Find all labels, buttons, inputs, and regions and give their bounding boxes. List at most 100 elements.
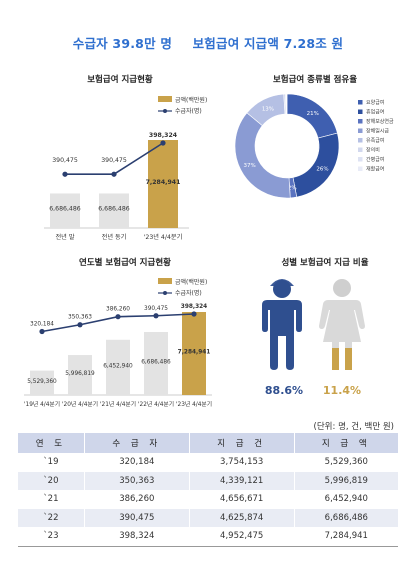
line-point — [115, 314, 121, 320]
legend-label: 장의비 — [366, 147, 380, 154]
legend-label: 장해일시금 — [366, 128, 389, 135]
table-row: `23 398,324 4,952,475 7,284,941 — [18, 527, 398, 547]
bar — [50, 193, 80, 228]
cell-recipients: 350,363 — [83, 471, 190, 490]
legend-label: 장해보상연금 — [366, 118, 394, 125]
header-year: 연 도 — [18, 433, 85, 453]
chart1-title: 보험급여 지급현황 — [87, 75, 153, 85]
cell-recipients: 320,184 — [83, 453, 190, 472]
cell-cases: 3,754,153 — [188, 453, 295, 472]
legend-count-label: 수급자(명) — [175, 107, 202, 115]
cell-recipients: 390,475 — [83, 508, 190, 527]
table-row: `20 350,363 4,339,121 5,996,819 — [18, 471, 398, 490]
cell-amount: 6,452,940 — [293, 490, 398, 509]
line-point — [153, 313, 159, 319]
bar-value-label: 6,686,486 — [98, 206, 130, 213]
legend-swatch — [358, 128, 363, 133]
bar-value-label: 5,996,819 — [65, 371, 95, 377]
line-value-label: 398,324 — [149, 132, 178, 139]
legend-amount-label: 금액(백만원) — [175, 96, 207, 104]
legend-label: 유족급여 — [366, 137, 384, 144]
donut-slice — [286, 93, 288, 115]
chart-yearly-payment: 금액(백만원) 수급자(명) 5,529,360 '19년 4/4분기 5,996,81… — [24, 278, 212, 408]
table-unit: (단위: 명, 건, 백만 원) — [313, 422, 394, 432]
cell-cases: 4,656,671 — [188, 490, 295, 509]
x-tick-label: '23년 4/4분기 — [144, 233, 183, 241]
cell-cases: 4,952,475 — [188, 527, 295, 547]
chart3-title: 연도별 보험급여 지급현황 — [79, 258, 171, 268]
line-point — [160, 140, 166, 146]
legend-count-label: 수급자(명) — [175, 289, 202, 297]
cell-cases: 4,339,121 — [188, 471, 295, 490]
line-point — [62, 171, 68, 177]
x-tick-label: '21년 4/4분기 — [100, 400, 136, 408]
slice-label: 2% — [288, 186, 297, 192]
bar-value-label: 6,686,486 — [49, 206, 81, 213]
x-tick-label: '19년 4/4분기 — [24, 400, 60, 408]
cell-amount: 7,284,941 — [293, 527, 398, 547]
line-value-label: 398,324 — [181, 304, 207, 310]
gender-title: 성별 보험급여 지급 비율 — [281, 258, 369, 268]
cell-recipients: 386,260 — [83, 490, 190, 509]
legend-label: 간병급여 — [366, 156, 384, 163]
x-tick-label: 전년 동기 — [102, 233, 127, 241]
line-value-label: 320,184 — [30, 321, 54, 327]
slice-label: 21% — [307, 111, 319, 117]
table-row: `19 320,184 3,754,153 5,529,360 — [18, 453, 398, 472]
headline-recipients: 수급자 39.8만 명 — [72, 36, 173, 51]
headline-payment: 보험급여 지급액 7.28조 원 — [192, 36, 344, 51]
line-point — [111, 171, 117, 177]
table-row: `22 390,475 4,625,874 6,686,486 — [18, 508, 398, 527]
line-value-label: 350,363 — [68, 315, 92, 321]
legend-amount-label: 금액(백만원) — [175, 278, 207, 286]
donut-slice — [292, 132, 340, 198]
legend-swatch — [358, 109, 363, 114]
slice-label: 37% — [243, 163, 255, 169]
bar-value-label: 5,529,360 — [27, 379, 57, 385]
cell-recipients: 398,324 — [83, 527, 190, 547]
legend-count-marker — [163, 291, 167, 295]
bar — [68, 355, 92, 395]
bar — [106, 339, 130, 395]
x-tick-label: '22년 4/4분기 — [138, 400, 174, 408]
female-icon — [319, 279, 365, 370]
line-value-label: 390,475 — [101, 157, 127, 164]
headline: 수급자 39.8만 명 보험급여 지급액 7.28조 원 — [0, 33, 416, 52]
header-amount: 지 급 액 — [293, 433, 398, 453]
cell-year: `20 — [18, 471, 85, 490]
bar — [99, 193, 129, 228]
female-ratio: 11.4% — [322, 384, 362, 397]
cell-amount: 5,996,819 — [293, 471, 398, 490]
table-header-row: 연 도 수 급 자 지 급 건 지 급 액 — [18, 433, 398, 453]
line-value-label: 390,475 — [52, 157, 78, 164]
cell-year: `22 — [18, 508, 85, 527]
bar — [144, 331, 168, 395]
cell-cases: 4,625,874 — [188, 508, 295, 527]
line-value-label: 390,475 — [144, 306, 168, 312]
legend-amount-swatch — [158, 278, 172, 284]
legend-label: 휴업급여 — [366, 109, 384, 116]
legend-count-marker — [163, 109, 167, 113]
slice-label: 13% — [262, 107, 274, 113]
cell-year: `19 — [18, 453, 85, 472]
line-point — [77, 322, 83, 328]
slice-label: 26% — [316, 167, 328, 173]
bar — [30, 370, 54, 395]
legend-swatch — [358, 166, 363, 171]
header-cases: 지 급 건 — [188, 433, 295, 453]
donut-slice — [234, 112, 291, 199]
male-icon — [262, 279, 302, 370]
data-table: 연 도 수 급 자 지 급 건 지 급 액 `19 320,184 3,754,… — [18, 433, 398, 547]
cell-amount: 5,529,360 — [293, 453, 398, 472]
bar — [148, 140, 178, 228]
cell-year: `23 — [18, 527, 85, 547]
chart2-title: 보험급여 종류별 점유율 — [272, 75, 358, 85]
chart-share-donut: 21% 요양급여 26% 휴업급여 2% 장해보상연금 37% 장해일시금 13% 유족급여장의비… — [234, 93, 394, 199]
x-tick-label: '20년 4/4분기 — [62, 400, 98, 408]
bar — [182, 312, 206, 395]
legend-label: 재활급여 — [366, 166, 384, 173]
table-row: `21 386,260 4,656,671 6,452,940 — [18, 490, 398, 509]
bar-value-label: 6,686,486 — [141, 359, 171, 365]
male-ratio: 88.6% — [264, 384, 304, 397]
legend-swatch — [358, 147, 363, 152]
